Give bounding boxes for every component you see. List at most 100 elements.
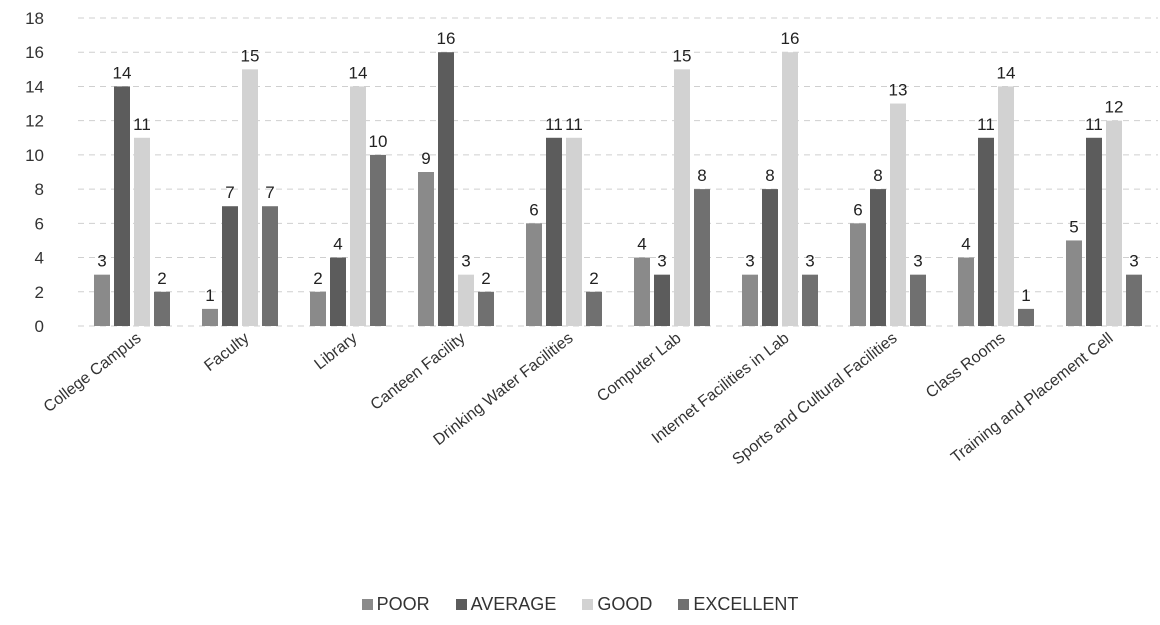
y-tick-label: 16 [25, 43, 44, 62]
y-axis-ticks: 0 2 4 6 8 10 12 14 16 18 [25, 9, 44, 336]
category-label: Computer Lab [594, 330, 684, 406]
bar-excellent [370, 154, 386, 326]
bar-excellent [1126, 274, 1142, 326]
category-labels: College Campus Faculty Library Canteen Faci… [41, 330, 1117, 469]
bar-poor [850, 223, 866, 326]
data-label: 2 [157, 269, 166, 288]
data-label: 4 [961, 235, 970, 254]
bar-good [134, 137, 150, 326]
bar-average [870, 189, 886, 326]
bar-good [674, 69, 690, 326]
data-label: 1 [1021, 286, 1030, 305]
bar-average [1086, 137, 1102, 326]
bar-average [762, 189, 778, 326]
data-label: 2 [313, 269, 322, 288]
bar-average [654, 274, 670, 326]
bars [94, 52, 1142, 327]
category-label: Canteen Facility [368, 330, 469, 414]
data-label: 8 [765, 166, 774, 185]
bar-excellent [802, 274, 818, 326]
data-label: 2 [589, 269, 598, 288]
data-label: 13 [889, 81, 908, 100]
data-label: 16 [781, 29, 800, 48]
bar-excellent [1018, 308, 1034, 326]
bar-excellent [694, 189, 710, 326]
bar-average [546, 137, 562, 326]
legend-item-average: AVERAGE [455, 594, 557, 615]
data-label: 14 [997, 63, 1016, 82]
data-label: 14 [113, 63, 132, 82]
bar-good [998, 86, 1014, 326]
bar-poor [634, 257, 650, 326]
bar-good [242, 69, 258, 326]
bar-poor [418, 172, 434, 326]
bar-average [330, 257, 346, 326]
y-tick-label: 2 [35, 283, 44, 302]
data-label: 15 [673, 46, 692, 65]
bar-excellent [910, 274, 926, 326]
data-label: 3 [1129, 252, 1138, 271]
bar-excellent [586, 291, 602, 326]
data-label: 15 [241, 46, 260, 65]
legend-label: AVERAGE [470, 594, 557, 614]
y-tick-label: 18 [25, 9, 44, 28]
y-tick-label: 14 [25, 77, 44, 96]
bar-poor [202, 308, 218, 326]
legend-label: EXCELLENT [693, 594, 799, 614]
data-label: 16 [437, 29, 456, 48]
bar-poor [94, 274, 110, 326]
data-label: 5 [1069, 217, 1078, 236]
data-label: 4 [333, 235, 342, 254]
bar-good [350, 86, 366, 326]
data-label: 14 [349, 63, 368, 82]
data-label: 9 [421, 149, 430, 168]
data-label: 6 [529, 200, 538, 219]
data-label: 11 [545, 115, 563, 134]
data-label: 2 [481, 269, 490, 288]
legend-swatch [678, 599, 690, 610]
legend-item-poor: POOR [361, 594, 430, 615]
y-tick-label: 4 [35, 249, 44, 268]
data-label: 8 [873, 166, 882, 185]
bar-good [890, 103, 906, 326]
data-label: 7 [265, 183, 274, 202]
data-label: 1 [205, 286, 214, 305]
y-tick-label: 10 [25, 146, 44, 165]
bar-poor [1066, 240, 1082, 326]
data-label: 8 [697, 166, 706, 185]
data-label: 3 [461, 252, 470, 271]
data-label: 12 [1105, 98, 1124, 117]
data-label: 7 [225, 183, 234, 202]
data-label: 3 [913, 252, 922, 271]
bar-good [566, 137, 582, 326]
bar-excellent [154, 291, 170, 326]
data-label: 3 [97, 252, 106, 271]
y-tick-label: 6 [35, 214, 44, 233]
bar-poor [742, 274, 758, 326]
category-label: Library [311, 330, 360, 374]
data-label: 3 [745, 252, 754, 271]
data-label: 11 [565, 115, 583, 134]
bar-poor [958, 257, 974, 326]
bar-poor [526, 223, 542, 326]
data-label: 10 [369, 132, 388, 151]
legend-swatch [361, 599, 373, 610]
data-label: 6 [853, 200, 862, 219]
category-label: Faculty [201, 330, 252, 375]
category-label: Class Rooms [923, 330, 1008, 402]
legend-swatch [582, 599, 594, 610]
bar-average [222, 206, 238, 326]
y-tick-label: 8 [35, 180, 44, 199]
bar-average [978, 137, 994, 326]
category-label: College Campus [41, 330, 145, 416]
y-tick-label: 12 [25, 112, 44, 131]
legend-swatch [455, 599, 467, 610]
bar-excellent [262, 206, 278, 326]
data-label: 11 [1085, 115, 1103, 134]
legend-label: GOOD [597, 594, 653, 614]
y-tick-label: 0 [35, 317, 44, 336]
data-label: 3 [657, 252, 666, 271]
legend-item-excellent: EXCELLENT [678, 594, 798, 615]
